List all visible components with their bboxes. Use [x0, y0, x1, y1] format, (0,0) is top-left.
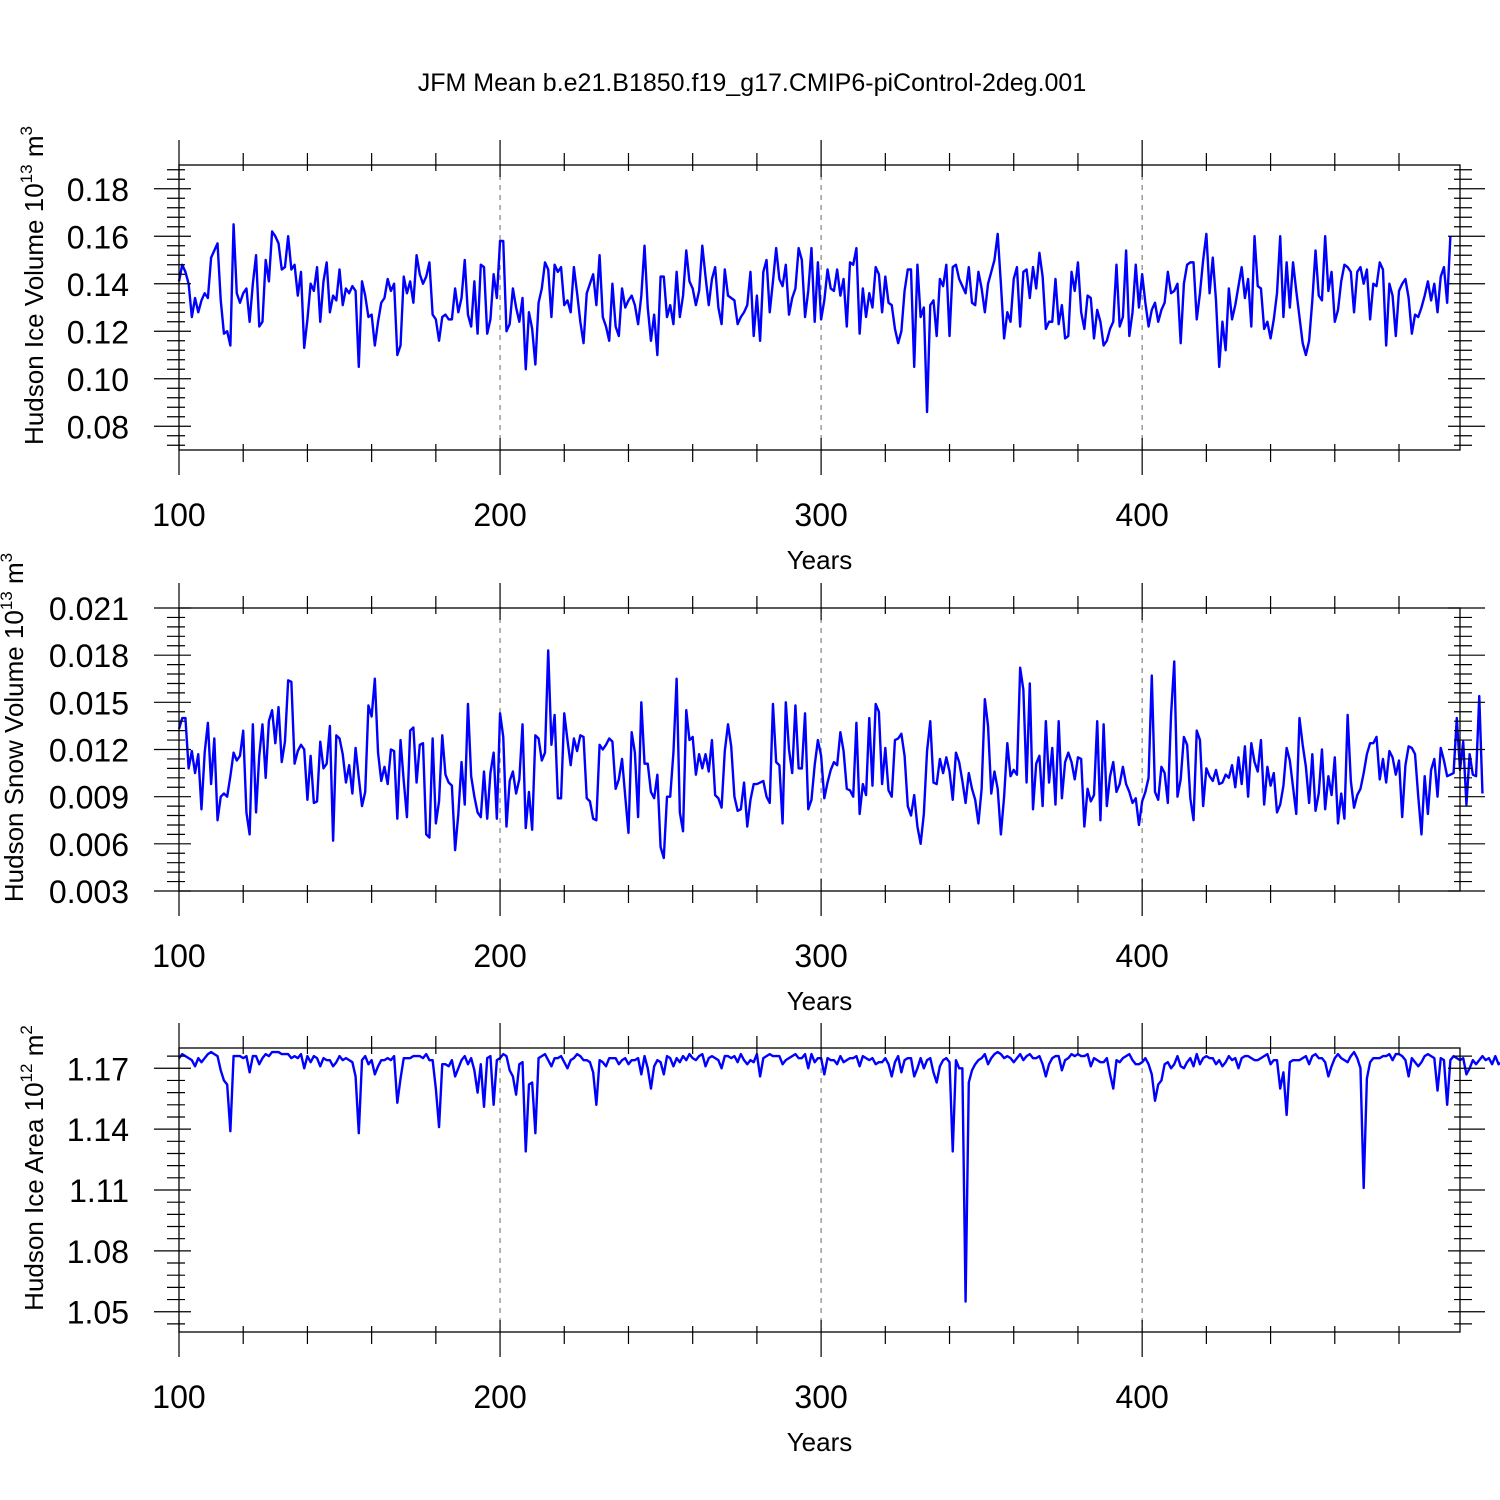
y-tick-label: 0.006 [49, 827, 129, 863]
y-tick-label: 1.11 [69, 1173, 129, 1209]
figure-title: JFM Mean b.e21.B1850.f19_g17.CMIP6-piCon… [418, 69, 1086, 97]
x-axis-label: Years [787, 986, 853, 1016]
x-tick-label: 200 [473, 497, 526, 533]
y-tick-label: 1.08 [67, 1234, 129, 1270]
y-axis-label: Hudson Ice Area 1012 m2 [17, 1025, 49, 1311]
x-tick-label: 100 [152, 1379, 205, 1415]
x-tick-label: 100 [152, 938, 205, 974]
x-tick-label: 200 [473, 1379, 526, 1415]
y-tick-label: 0.009 [49, 780, 129, 816]
y-tick-label: 0.08 [67, 409, 129, 445]
y-tick-label: 0.10 [67, 362, 129, 398]
y-tick-label: 1.17 [67, 1051, 129, 1087]
y-tick-label: 0.012 [49, 733, 129, 769]
x-tick-label: 300 [794, 497, 847, 533]
y-tick-label: 0.14 [67, 267, 129, 303]
y-tick-label: 0.003 [49, 874, 129, 910]
x-tick-label: 200 [473, 938, 526, 974]
chart-panel-2: 100 200 300 400 0.003 0.006 0.009 0.012 0.015 0.0… [0, 553, 1485, 1016]
y-tick-label: 0.021 [49, 591, 129, 627]
data-series-line [177, 223, 1452, 414]
plot-frame [178, 164, 1461, 451]
y-tick-label: 0.16 [67, 219, 129, 255]
y-tick-label: 0.18 [67, 172, 129, 208]
x-axis-label: Years [787, 1427, 853, 1457]
y-axis-label: Hudson Snow Volume 1013 m3 [0, 553, 29, 902]
y-tick-label: 1.14 [67, 1112, 129, 1148]
y-axis-label: Hudson Ice Volume 1013 m3 [17, 126, 49, 445]
plot-frame [178, 1047, 1461, 1333]
x-tick-label: 400 [1115, 938, 1168, 974]
x-tick-label: 400 [1115, 1379, 1168, 1415]
x-tick-label: 100 [152, 497, 205, 533]
x-tick-label: 300 [794, 938, 847, 974]
chart-panel-3: 100 200 300 400 1.05 1.08 1.11 1.14 1.17 Years Hud… [17, 1023, 1500, 1457]
y-tick-label: 0.12 [67, 314, 129, 350]
chart-panel-1: 100 200 300 400 0.08 0.10 0.12 0.14 0.16 0.18 Year… [17, 126, 1485, 575]
y-tick-label: 0.018 [49, 638, 129, 674]
panels: 100 200 300 400 0.08 0.10 0.12 0.14 0.16 0.18 Year… [0, 126, 1500, 1457]
y-tick-label: 1.05 [67, 1295, 129, 1331]
data-series-line [177, 649, 1484, 860]
x-tick-label: 300 [794, 1379, 847, 1415]
x-tick-label: 400 [1115, 497, 1168, 533]
y-tick-label: 0.015 [49, 685, 129, 721]
x-axis-label: Years [787, 545, 853, 575]
data-series-line [178, 1050, 1500, 1303]
